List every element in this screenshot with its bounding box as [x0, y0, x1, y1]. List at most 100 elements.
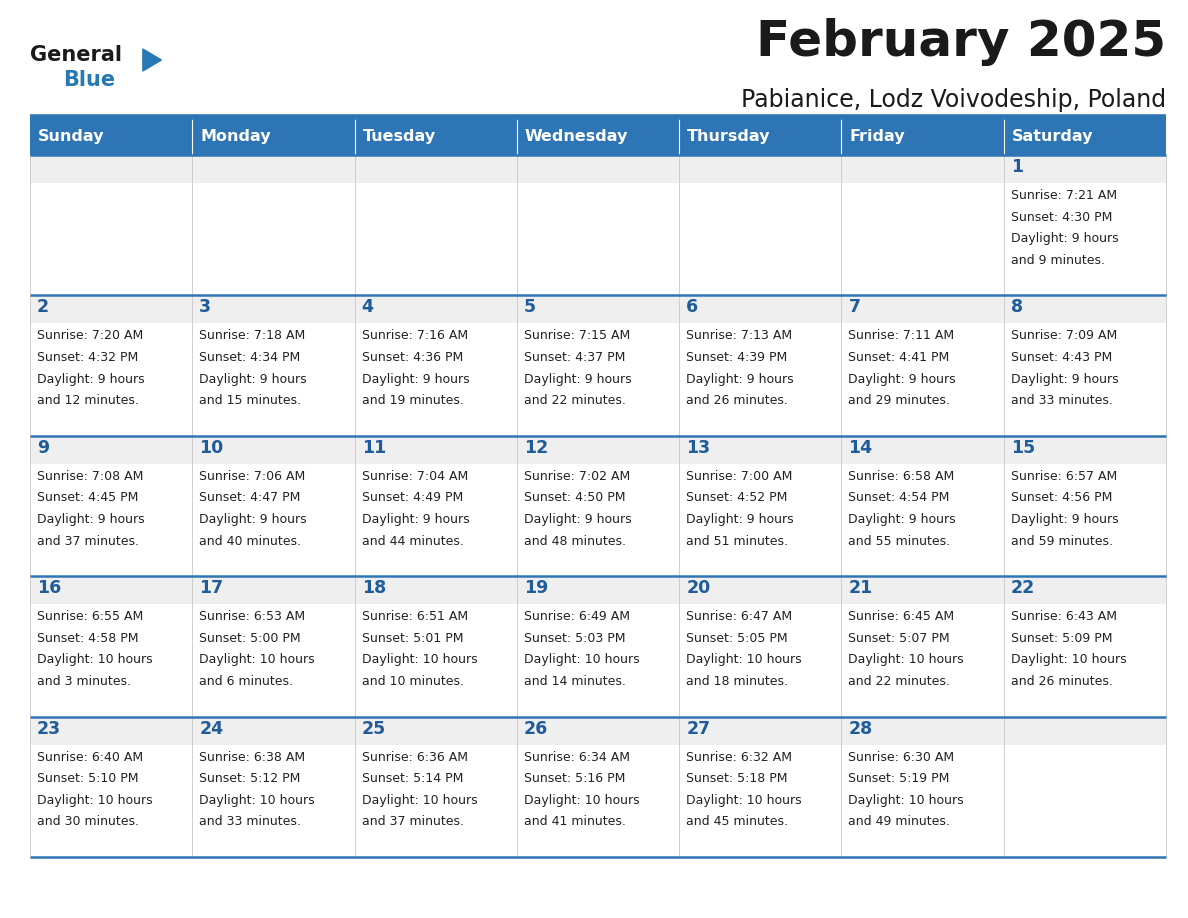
- Text: Sunrise: 6:36 AM: Sunrise: 6:36 AM: [361, 751, 468, 764]
- Bar: [1004, 717, 1165, 857]
- Text: 27: 27: [687, 720, 710, 737]
- Text: Tuesday: Tuesday: [362, 129, 436, 143]
- Text: Sunrise: 6:45 AM: Sunrise: 6:45 AM: [848, 610, 954, 623]
- Text: Sunset: 5:03 PM: Sunset: 5:03 PM: [524, 632, 625, 644]
- Text: Daylight: 9 hours: Daylight: 9 hours: [524, 373, 632, 386]
- Text: 4: 4: [361, 298, 373, 317]
- Bar: [30, 117, 192, 155]
- Bar: [192, 577, 354, 717]
- Text: Sunset: 5:09 PM: Sunset: 5:09 PM: [1011, 632, 1112, 644]
- Text: and 22 minutes.: and 22 minutes.: [848, 675, 950, 688]
- Text: and 37 minutes.: and 37 minutes.: [361, 815, 463, 828]
- Text: 18: 18: [361, 579, 386, 598]
- Bar: [1004, 577, 1165, 717]
- Text: Sunrise: 6:49 AM: Sunrise: 6:49 AM: [524, 610, 630, 623]
- Text: Sunrise: 6:34 AM: Sunrise: 6:34 AM: [524, 751, 630, 764]
- Text: Sunset: 5:01 PM: Sunset: 5:01 PM: [361, 632, 463, 644]
- Text: Daylight: 10 hours: Daylight: 10 hours: [524, 654, 639, 666]
- Text: Daylight: 10 hours: Daylight: 10 hours: [687, 654, 802, 666]
- Text: and 18 minutes.: and 18 minutes.: [687, 675, 788, 688]
- Text: Daylight: 10 hours: Daylight: 10 hours: [848, 654, 963, 666]
- Text: Sunset: 4:45 PM: Sunset: 4:45 PM: [37, 491, 138, 504]
- Bar: [30, 436, 192, 464]
- Bar: [192, 296, 354, 436]
- Text: Sunrise: 7:11 AM: Sunrise: 7:11 AM: [848, 330, 954, 342]
- Bar: [1004, 296, 1165, 436]
- Text: Blue: Blue: [63, 70, 115, 90]
- Text: Sunset: 4:37 PM: Sunset: 4:37 PM: [524, 351, 625, 364]
- Bar: [192, 577, 354, 604]
- Text: 19: 19: [524, 579, 548, 598]
- Text: and 33 minutes.: and 33 minutes.: [200, 815, 302, 828]
- Text: Sunrise: 7:02 AM: Sunrise: 7:02 AM: [524, 470, 630, 483]
- Text: Sunset: 5:10 PM: Sunset: 5:10 PM: [37, 772, 139, 785]
- Text: and 33 minutes.: and 33 minutes.: [1011, 394, 1113, 408]
- Text: General: General: [30, 45, 122, 65]
- Text: Sunrise: 7:18 AM: Sunrise: 7:18 AM: [200, 330, 305, 342]
- Text: and 44 minutes.: and 44 minutes.: [361, 534, 463, 548]
- Bar: [1004, 155, 1165, 296]
- Text: Daylight: 10 hours: Daylight: 10 hours: [848, 794, 963, 807]
- Bar: [354, 155, 517, 183]
- Bar: [841, 155, 1004, 183]
- Bar: [680, 296, 841, 436]
- Bar: [354, 717, 517, 744]
- Text: Sunset: 4:52 PM: Sunset: 4:52 PM: [687, 491, 788, 504]
- Text: and 22 minutes.: and 22 minutes.: [524, 394, 626, 408]
- Text: 7: 7: [848, 298, 860, 317]
- Text: Sunset: 4:49 PM: Sunset: 4:49 PM: [361, 491, 463, 504]
- Text: Sunset: 4:50 PM: Sunset: 4:50 PM: [524, 491, 625, 504]
- Bar: [841, 717, 1004, 744]
- Bar: [354, 296, 517, 323]
- Text: and 26 minutes.: and 26 minutes.: [687, 394, 788, 408]
- Text: and 55 minutes.: and 55 minutes.: [848, 534, 950, 548]
- Text: and 9 minutes.: and 9 minutes.: [1011, 254, 1105, 267]
- Text: Daylight: 9 hours: Daylight: 9 hours: [37, 373, 145, 386]
- Bar: [1004, 717, 1165, 744]
- Bar: [680, 155, 841, 296]
- Text: Daylight: 9 hours: Daylight: 9 hours: [687, 373, 794, 386]
- Text: Daylight: 10 hours: Daylight: 10 hours: [687, 794, 802, 807]
- Text: Thursday: Thursday: [687, 129, 771, 143]
- Bar: [841, 155, 1004, 296]
- Bar: [354, 436, 517, 464]
- Text: Daylight: 9 hours: Daylight: 9 hours: [37, 513, 145, 526]
- Text: Sunset: 5:07 PM: Sunset: 5:07 PM: [848, 632, 950, 644]
- Text: 14: 14: [848, 439, 872, 457]
- Text: Daylight: 10 hours: Daylight: 10 hours: [200, 794, 315, 807]
- Bar: [680, 436, 841, 464]
- Bar: [517, 577, 680, 604]
- Bar: [841, 717, 1004, 857]
- Bar: [192, 436, 354, 577]
- Bar: [841, 577, 1004, 717]
- Bar: [1004, 436, 1165, 577]
- Text: Daylight: 9 hours: Daylight: 9 hours: [361, 373, 469, 386]
- Text: Sunrise: 7:09 AM: Sunrise: 7:09 AM: [1011, 330, 1117, 342]
- Bar: [1004, 155, 1165, 183]
- Bar: [30, 155, 192, 183]
- Text: Sunset: 4:43 PM: Sunset: 4:43 PM: [1011, 351, 1112, 364]
- Text: Sunrise: 6:58 AM: Sunrise: 6:58 AM: [848, 470, 955, 483]
- Text: Sunset: 5:00 PM: Sunset: 5:00 PM: [200, 632, 301, 644]
- Bar: [354, 717, 517, 857]
- Text: Daylight: 10 hours: Daylight: 10 hours: [37, 654, 152, 666]
- Bar: [30, 717, 192, 744]
- Text: 21: 21: [848, 579, 873, 598]
- Bar: [517, 155, 680, 296]
- Text: Sunset: 4:41 PM: Sunset: 4:41 PM: [848, 351, 949, 364]
- Text: Sunrise: 6:57 AM: Sunrise: 6:57 AM: [1011, 470, 1117, 483]
- Text: 9: 9: [37, 439, 49, 457]
- Text: Sunrise: 6:55 AM: Sunrise: 6:55 AM: [37, 610, 144, 623]
- Text: 22: 22: [1011, 579, 1035, 598]
- Bar: [30, 577, 192, 717]
- Bar: [680, 296, 841, 323]
- Bar: [517, 296, 680, 436]
- Text: Sunset: 4:58 PM: Sunset: 4:58 PM: [37, 632, 139, 644]
- Text: 6: 6: [687, 298, 699, 317]
- Text: Friday: Friday: [849, 129, 905, 143]
- Bar: [354, 296, 517, 436]
- Bar: [841, 436, 1004, 577]
- Bar: [841, 296, 1004, 436]
- Bar: [30, 717, 192, 857]
- Bar: [680, 155, 841, 183]
